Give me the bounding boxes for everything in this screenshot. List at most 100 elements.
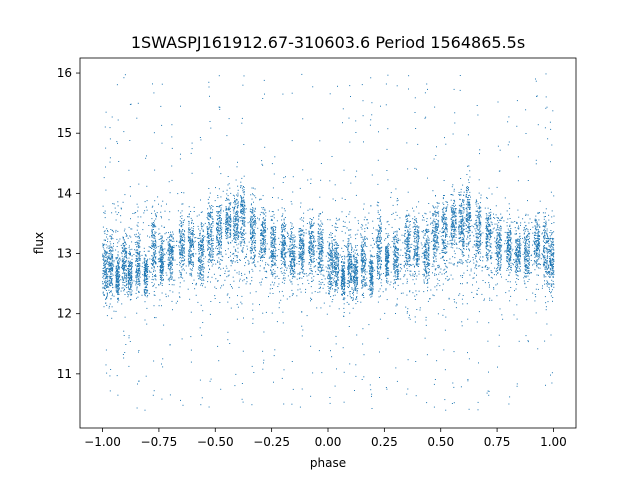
data-point bbox=[227, 301, 229, 303]
data-point bbox=[310, 222, 312, 224]
data-point bbox=[235, 239, 237, 241]
data-point bbox=[319, 263, 321, 265]
data-point bbox=[117, 261, 118, 263]
data-point bbox=[270, 255, 272, 256]
data-point bbox=[183, 230, 185, 232]
data-point bbox=[111, 270, 113, 272]
data-point bbox=[341, 256, 343, 257]
data-point bbox=[122, 281, 124, 283]
data-point bbox=[327, 286, 329, 287]
data-point bbox=[348, 252, 350, 254]
data-point bbox=[200, 139, 202, 141]
data-point bbox=[169, 250, 171, 252]
data-point bbox=[241, 250, 243, 252]
data-point bbox=[117, 282, 119, 284]
data-point bbox=[118, 283, 120, 285]
data-point bbox=[334, 261, 336, 263]
data-point bbox=[124, 285, 126, 287]
data-point bbox=[181, 243, 183, 245]
data-point bbox=[210, 212, 211, 214]
data-point bbox=[228, 219, 230, 221]
data-point bbox=[122, 259, 124, 261]
data-point bbox=[289, 254, 291, 256]
data-point bbox=[312, 244, 314, 246]
data-point bbox=[236, 318, 238, 320]
data-point bbox=[202, 283, 204, 285]
data-point bbox=[168, 280, 170, 282]
data-point bbox=[282, 239, 284, 241]
data-point bbox=[225, 206, 227, 208]
data-point bbox=[355, 274, 356, 276]
data-point bbox=[110, 272, 112, 274]
data-point bbox=[354, 279, 356, 281]
data-point bbox=[290, 252, 292, 254]
data-point bbox=[169, 276, 171, 278]
data-point bbox=[310, 272, 312, 274]
data-point bbox=[131, 263, 133, 265]
data-point bbox=[188, 260, 190, 262]
data-point bbox=[124, 228, 126, 230]
data-point bbox=[274, 282, 276, 284]
data-point bbox=[341, 283, 343, 285]
data-point bbox=[291, 262, 293, 264]
data-point bbox=[146, 281, 147, 282]
data-point bbox=[124, 316, 126, 318]
data-point bbox=[124, 272, 126, 274]
data-point bbox=[272, 269, 274, 271]
data-point bbox=[169, 239, 171, 241]
data-point bbox=[355, 269, 357, 271]
data-point bbox=[329, 219, 331, 221]
data-point bbox=[170, 231, 171, 233]
data-point bbox=[318, 254, 320, 256]
data-point bbox=[212, 250, 214, 252]
data-point bbox=[181, 218, 183, 219]
data-point bbox=[112, 274, 114, 276]
data-point bbox=[281, 236, 283, 238]
data-point bbox=[216, 235, 217, 237]
data-point bbox=[335, 284, 337, 286]
data-point bbox=[292, 176, 294, 178]
data-point bbox=[264, 240, 266, 242]
data-point bbox=[335, 275, 337, 277]
data-point bbox=[255, 250, 257, 252]
data-point bbox=[109, 249, 111, 251]
data-point bbox=[122, 250, 124, 251]
data-point bbox=[241, 220, 243, 221]
data-point bbox=[209, 192, 211, 194]
data-point bbox=[353, 255, 355, 257]
data-point bbox=[310, 236, 312, 238]
data-point bbox=[145, 292, 147, 294]
data-point bbox=[319, 140, 321, 142]
data-point bbox=[202, 254, 204, 256]
data-point bbox=[301, 242, 302, 244]
data-point bbox=[313, 244, 314, 246]
data-point bbox=[291, 140, 293, 142]
data-point bbox=[282, 249, 284, 251]
data-point bbox=[353, 288, 355, 290]
data-point bbox=[121, 255, 123, 257]
data-point bbox=[310, 253, 312, 255]
data-point bbox=[332, 288, 333, 290]
data-point bbox=[330, 259, 332, 260]
data-point bbox=[349, 272, 351, 274]
data-point bbox=[284, 230, 286, 232]
data-point bbox=[335, 249, 337, 251]
data-point bbox=[274, 242, 276, 244]
data-point bbox=[209, 235, 211, 237]
data-point bbox=[241, 199, 243, 201]
data-point bbox=[328, 257, 329, 259]
data-point bbox=[124, 253, 126, 255]
data-point bbox=[261, 252, 262, 254]
data-point bbox=[136, 282, 138, 284]
data-point bbox=[145, 255, 147, 257]
data-point bbox=[152, 279, 154, 281]
data-point bbox=[253, 230, 255, 232]
data-point bbox=[341, 273, 343, 275]
data-point bbox=[112, 248, 114, 250]
data-point bbox=[161, 245, 163, 247]
data-point bbox=[283, 228, 285, 230]
data-point bbox=[111, 270, 113, 272]
data-point bbox=[241, 185, 243, 187]
data-point bbox=[294, 240, 296, 242]
data-point bbox=[131, 271, 133, 273]
